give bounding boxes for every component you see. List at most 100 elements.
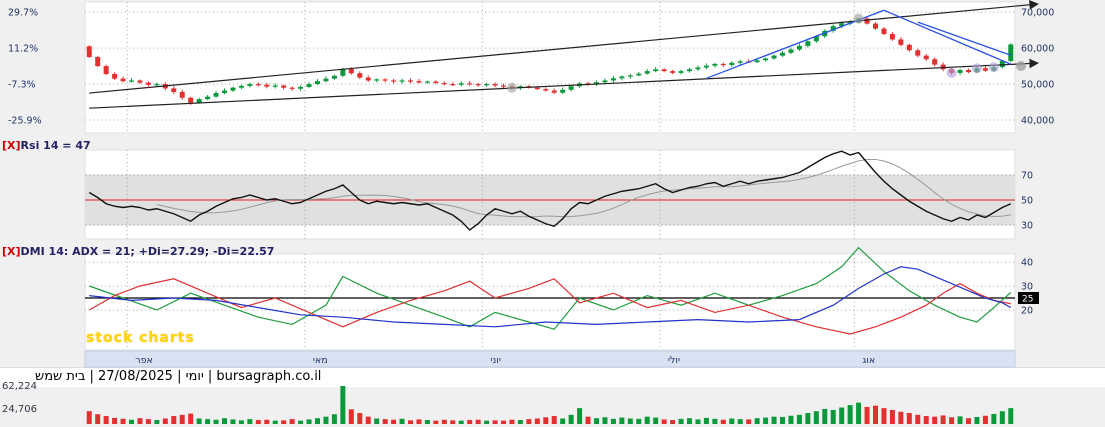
volume-bar[interactable]: [213, 419, 219, 424]
candle[interactable]: [661, 69, 667, 72]
volume-bar[interactable]: [416, 419, 422, 424]
volume-bar[interactable]: [450, 420, 456, 424]
volume-bar[interactable]: [915, 414, 921, 424]
volume-bar[interactable]: [830, 409, 836, 424]
volume-bar[interactable]: [687, 418, 692, 424]
volume-bar[interactable]: [391, 419, 397, 424]
candle[interactable]: [771, 55, 777, 59]
volume-bar[interactable]: [703, 417, 709, 424]
candle[interactable]: [551, 90, 557, 93]
candle[interactable]: [264, 84, 270, 87]
volume-bar[interactable]: [424, 420, 430, 424]
candle[interactable]: [374, 79, 380, 81]
volume-bar[interactable]: [906, 413, 912, 424]
candle[interactable]: [255, 84, 261, 86]
volume-bar[interactable]: [408, 420, 413, 424]
volume-bar[interactable]: [289, 419, 295, 424]
candle[interactable]: [864, 18, 870, 24]
candle[interactable]: [1008, 44, 1014, 62]
pattern-line[interactable]: [883, 9, 1012, 65]
candle[interactable]: [873, 23, 878, 29]
candle[interactable]: [560, 89, 566, 93]
candle[interactable]: [687, 69, 692, 72]
volume-bar[interactable]: [949, 417, 955, 424]
volume-bar[interactable]: [585, 416, 591, 424]
candle[interactable]: [331, 75, 337, 79]
volume-bar[interactable]: [881, 408, 887, 424]
volume-bar[interactable]: [788, 415, 794, 424]
candle[interactable]: [188, 97, 194, 103]
volume-bar[interactable]: [847, 405, 853, 424]
volume-bar[interactable]: [602, 417, 608, 424]
volume-bar[interactable]: [171, 416, 177, 424]
candle[interactable]: [357, 73, 363, 78]
rsi-line[interactable]: [88, 150, 1012, 231]
candle[interactable]: [543, 89, 549, 91]
candle[interactable]: [695, 67, 701, 70]
volume-bar[interactable]: [492, 420, 498, 424]
volume-bar[interactable]: [577, 408, 583, 424]
chart-marker[interactable]: [853, 13, 864, 24]
volume-bar[interactable]: [230, 419, 236, 424]
volume-bar[interactable]: [120, 418, 126, 424]
volume-bar[interactable]: [856, 402, 862, 424]
candle[interactable]: [729, 62, 735, 65]
candle[interactable]: [602, 80, 608, 83]
volume-bar[interactable]: [627, 418, 633, 424]
candle[interactable]: [737, 61, 743, 63]
dmi-plus-di-line[interactable]: [89, 246, 1012, 330]
candle[interactable]: [703, 65, 709, 68]
dmi-plot-area[interactable]: [84, 253, 1016, 351]
dmi-remove-button[interactable]: [X]: [2, 245, 21, 258]
dmi-minus-di-line[interactable]: [88, 278, 1011, 335]
volume-bar[interactable]: [399, 418, 405, 424]
volume-bar[interactable]: [526, 419, 532, 424]
volume-bar[interactable]: [560, 418, 566, 424]
candle[interactable]: [213, 93, 219, 97]
candle[interactable]: [298, 86, 304, 89]
volume-bar[interactable]: [247, 419, 253, 424]
volume-bar[interactable]: [467, 420, 473, 424]
volume-bar[interactable]: [999, 411, 1005, 424]
volume-bar[interactable]: [331, 414, 337, 424]
volume-bar[interactable]: [281, 420, 287, 424]
volume-bar[interactable]: [864, 406, 870, 424]
volume-bar[interactable]: [746, 419, 752, 424]
candle[interactable]: [780, 52, 785, 56]
candle[interactable]: [238, 85, 244, 88]
volume-bar[interactable]: [1008, 408, 1014, 424]
candle[interactable]: [154, 84, 160, 86]
candle[interactable]: [492, 84, 498, 86]
dmi-adx-line[interactable]: [89, 266, 1012, 328]
volume-bar[interactable]: [889, 409, 895, 424]
volume-bar[interactable]: [205, 419, 211, 424]
volume-bar[interactable]: [966, 418, 971, 424]
volume-bar[interactable]: [137, 418, 143, 424]
candle[interactable]: [957, 70, 963, 73]
candle[interactable]: [281, 85, 287, 88]
candle[interactable]: [966, 70, 971, 73]
candle[interactable]: [627, 75, 633, 77]
volume-bar[interactable]: [272, 420, 278, 424]
candle[interactable]: [382, 79, 388, 81]
volume-bar[interactable]: [340, 386, 346, 424]
volume-bar[interactable]: [264, 419, 270, 424]
volume-bar[interactable]: [382, 419, 388, 424]
volume-bar[interactable]: [805, 413, 811, 424]
volume-bar[interactable]: [103, 416, 109, 424]
candle[interactable]: [441, 82, 447, 85]
volume-bar[interactable]: [754, 418, 760, 424]
candle[interactable]: [906, 44, 912, 51]
candle[interactable]: [636, 73, 642, 76]
candle[interactable]: [805, 41, 811, 46]
volume-bar[interactable]: [729, 418, 735, 424]
volume-bar[interactable]: [306, 419, 312, 424]
candle[interactable]: [610, 78, 616, 81]
volume-bar[interactable]: [129, 419, 134, 424]
candle[interactable]: [813, 36, 819, 42]
candle[interactable]: [323, 78, 329, 82]
volume-bar[interactable]: [179, 414, 185, 424]
candle[interactable]: [467, 83, 473, 85]
candle[interactable]: [889, 34, 895, 40]
